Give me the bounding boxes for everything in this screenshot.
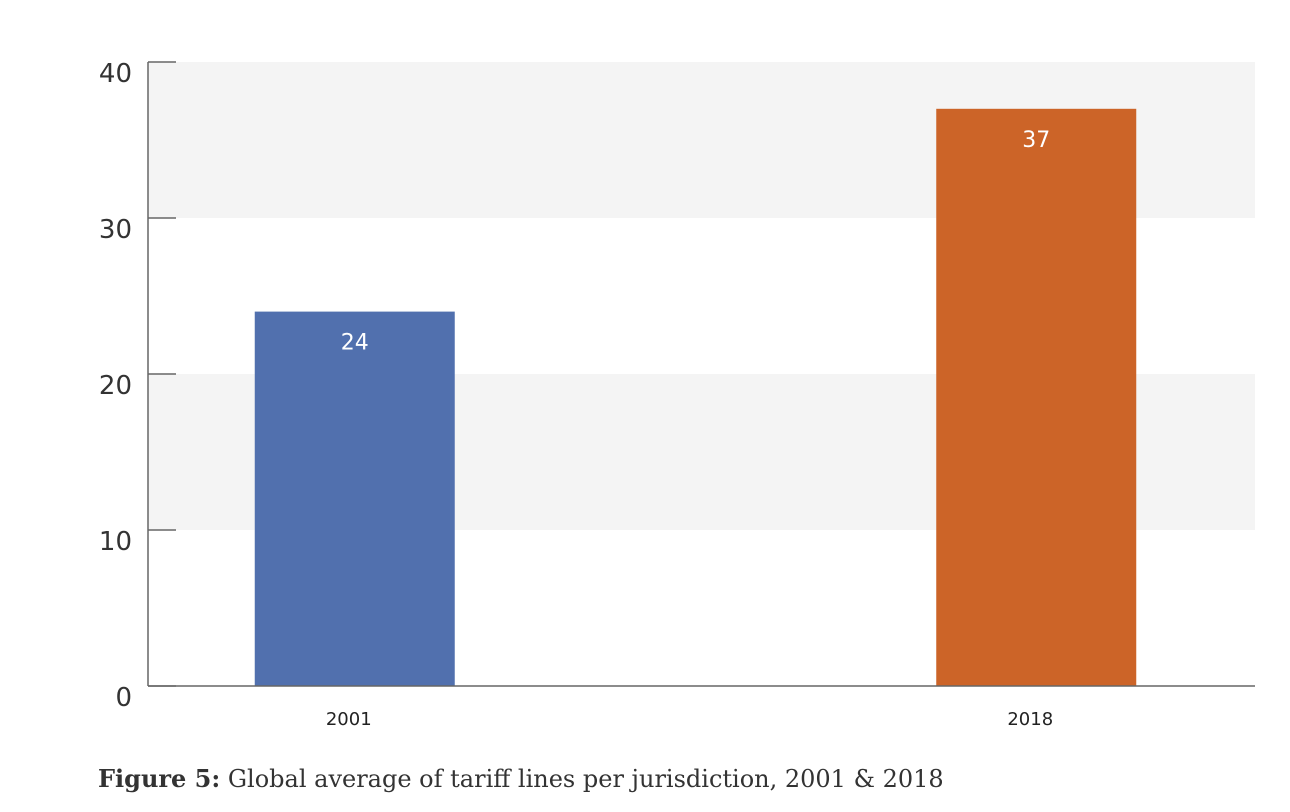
y-tick-label-20: 20: [99, 371, 132, 401]
data-labels: 24 37: [341, 128, 1051, 356]
y-tick-label-40: 40: [99, 59, 132, 89]
figure-caption: Figure 5: Global average of tariff lines…: [98, 764, 944, 793]
x-tick-label-2001: 2001: [326, 709, 372, 730]
x-tick-label-2018: 2018: [1007, 709, 1053, 730]
y-tick-label-0: 0: [115, 683, 132, 713]
y-axis-ticks: 0 10 20 30 40: [99, 59, 176, 713]
bar-chart: 0 10 20 30 40 2001 2018 24 37: [99, 59, 1255, 730]
bar-2018: [936, 108, 1137, 687]
data-label-2001: 24: [341, 331, 369, 356]
x-axis-labels: 2001 2018: [326, 709, 1053, 730]
y-tick-label-10: 10: [99, 527, 132, 557]
bars: [254, 108, 1137, 687]
bar-2001: [254, 311, 455, 686]
data-label-2018: 37: [1022, 128, 1050, 153]
y-tick-label-30: 30: [99, 215, 132, 245]
figure-number: Figure 5:: [98, 764, 221, 793]
figure-title: Global average of tariff lines per juris…: [227, 765, 944, 793]
